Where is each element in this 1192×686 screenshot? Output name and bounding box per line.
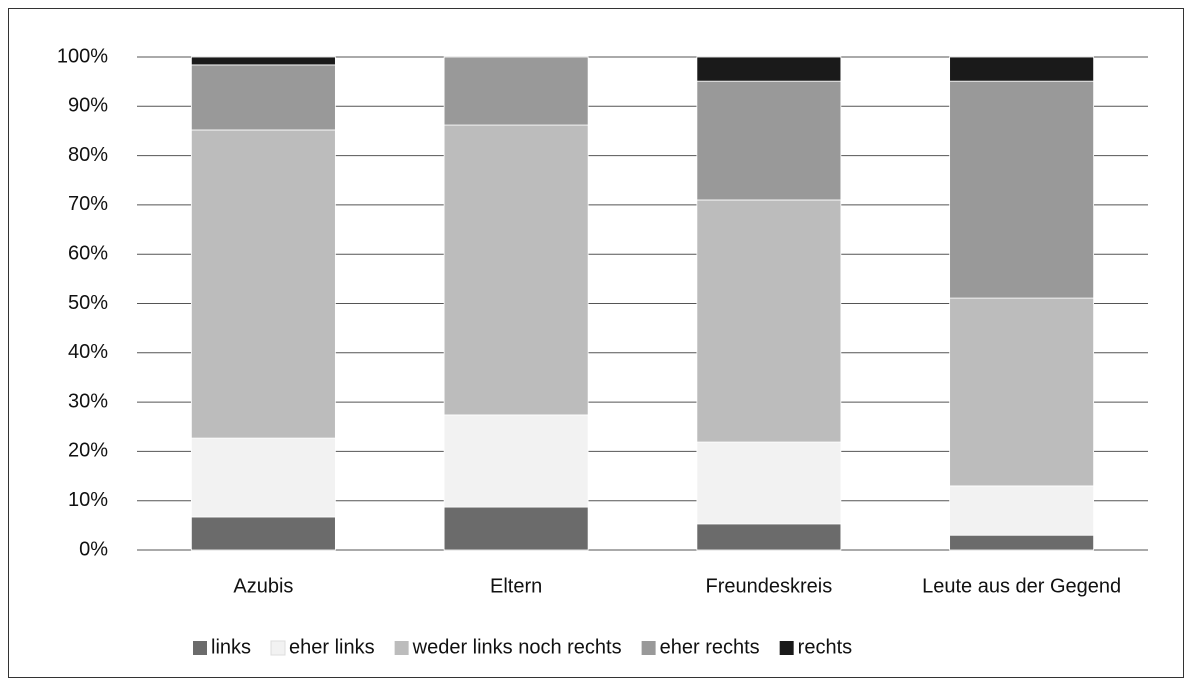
bar-segment — [949, 534, 1095, 551]
y-tick-label: 30% — [68, 390, 108, 412]
bar-segment — [443, 506, 589, 551]
y-tick-label: 40% — [68, 341, 108, 363]
y-tick-label: 90% — [68, 95, 108, 117]
bar-segment — [443, 414, 589, 508]
bar-segment — [190, 516, 336, 551]
x-tick-label: Azubis — [233, 575, 293, 597]
bar-segment — [190, 129, 336, 439]
legend-label: eher links — [289, 636, 375, 658]
bar-segment — [190, 437, 336, 518]
legend-label: rechts — [798, 636, 852, 658]
bar-segment — [443, 124, 589, 416]
bar-segment — [949, 56, 1095, 82]
y-tick-label: 20% — [68, 440, 108, 462]
bar-segment — [696, 199, 842, 443]
x-tick-label: Freundeskreis — [706, 575, 833, 597]
y-tick-label: 0% — [79, 538, 108, 560]
legend-swatch — [394, 641, 409, 655]
bar-segment — [696, 523, 842, 551]
legend-label: eher rechts — [660, 636, 760, 658]
legend-label: weder links noch rechts — [412, 636, 622, 658]
y-tick-label: 100% — [57, 45, 108, 67]
bar-segment — [190, 56, 336, 66]
bar-segment — [949, 297, 1095, 487]
legend-swatch — [193, 641, 207, 655]
legend-swatch — [270, 640, 286, 656]
legend-label: links — [211, 636, 251, 658]
bar-segment — [949, 485, 1095, 536]
legend-swatch — [779, 641, 794, 655]
bar-segment — [696, 441, 842, 525]
legend-swatch — [641, 641, 656, 655]
y-tick-label: 70% — [68, 193, 108, 215]
y-tick-label: 50% — [68, 292, 108, 314]
bar-segment — [949, 80, 1095, 299]
y-tick-label: 10% — [68, 489, 108, 511]
y-tick-label: 80% — [68, 144, 108, 166]
bar-segment — [696, 80, 842, 201]
bar-segment — [696, 56, 842, 82]
x-tick-label: Leute aus der Gegend — [922, 575, 1121, 597]
y-tick-label: 60% — [68, 242, 108, 264]
bar-segment — [443, 56, 589, 126]
bar-segment — [190, 64, 336, 131]
x-tick-label: Eltern — [490, 575, 542, 597]
